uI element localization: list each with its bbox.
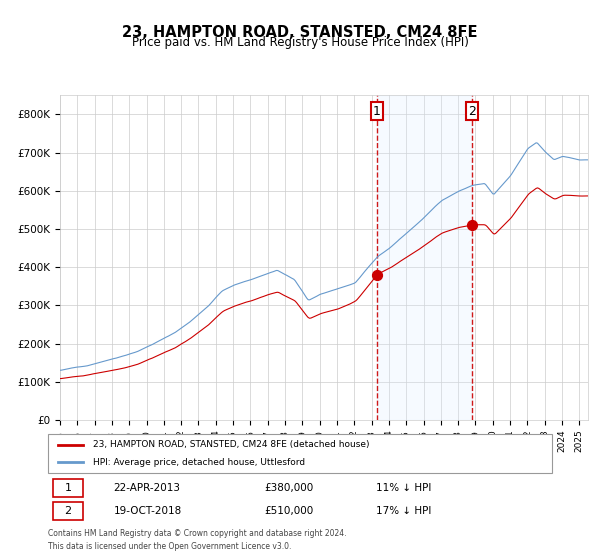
Text: 11% ↓ HPI: 11% ↓ HPI: [376, 483, 431, 493]
Point: [372, 270, 382, 279]
Text: 1: 1: [373, 105, 381, 118]
Text: 17% ↓ HPI: 17% ↓ HPI: [376, 506, 431, 516]
Text: 2: 2: [468, 105, 476, 118]
Point: [467, 221, 477, 230]
FancyBboxPatch shape: [48, 434, 552, 473]
Text: £380,000: £380,000: [265, 483, 314, 493]
Text: 19-OCT-2018: 19-OCT-2018: [113, 506, 182, 516]
Text: 23, HAMPTON ROAD, STANSTED, CM24 8FE: 23, HAMPTON ROAD, STANSTED, CM24 8FE: [122, 25, 478, 40]
Text: 2: 2: [65, 506, 72, 516]
Bar: [377, 95, 472, 420]
Text: £510,000: £510,000: [265, 506, 314, 516]
FancyBboxPatch shape: [53, 502, 83, 520]
FancyBboxPatch shape: [53, 479, 83, 497]
Text: 1: 1: [65, 483, 71, 493]
Text: Contains HM Land Registry data © Crown copyright and database right 2024.
This d: Contains HM Land Registry data © Crown c…: [48, 529, 347, 550]
Text: Price paid vs. HM Land Registry's House Price Index (HPI): Price paid vs. HM Land Registry's House …: [131, 36, 469, 49]
Text: 22-APR-2013: 22-APR-2013: [113, 483, 181, 493]
Text: HPI: Average price, detached house, Uttlesford: HPI: Average price, detached house, Uttl…: [94, 458, 305, 466]
Text: 23, HAMPTON ROAD, STANSTED, CM24 8FE (detached house): 23, HAMPTON ROAD, STANSTED, CM24 8FE (de…: [94, 441, 370, 450]
